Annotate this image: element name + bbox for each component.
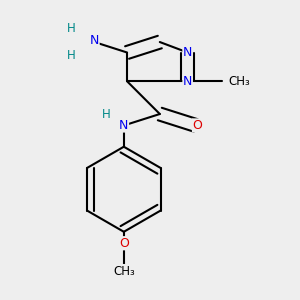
- Text: H: H: [101, 107, 110, 121]
- Text: O: O: [193, 119, 202, 132]
- Text: N: N: [183, 75, 192, 88]
- Text: CH₃: CH₃: [113, 265, 135, 278]
- Text: H: H: [67, 22, 76, 35]
- Text: N: N: [183, 46, 192, 59]
- Text: N: N: [90, 34, 99, 47]
- Text: H: H: [67, 49, 76, 62]
- Text: N: N: [119, 119, 128, 132]
- Text: CH₃: CH₃: [229, 75, 250, 88]
- Text: O: O: [119, 237, 129, 250]
